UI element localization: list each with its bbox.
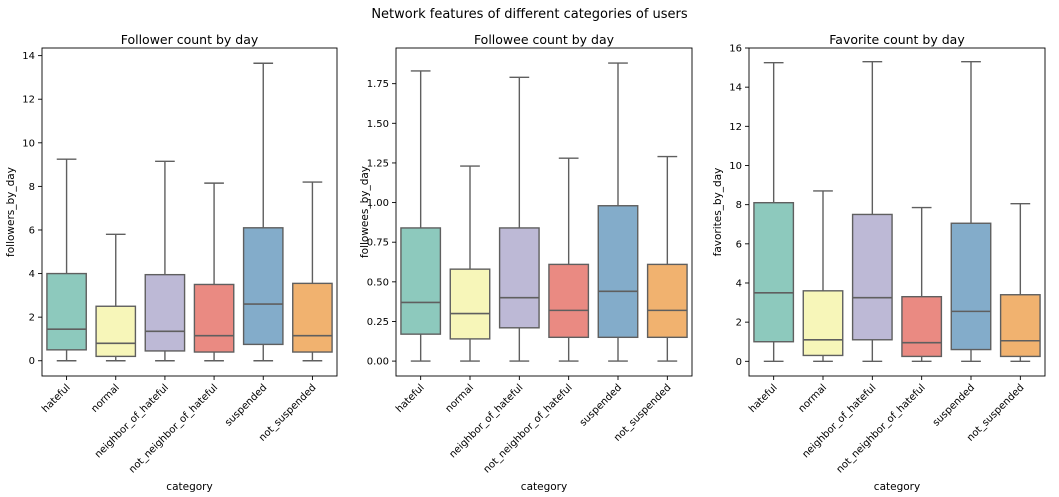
- box-iqr: [753, 201, 795, 343]
- box-iqr: [144, 273, 186, 352]
- x-axis-label: category: [166, 481, 212, 493]
- box-iqr: [802, 290, 844, 357]
- y-tick-label: 8: [29, 182, 35, 193]
- y-tick-label: 0.50: [367, 277, 389, 288]
- x-tick-label: hateful: [394, 382, 427, 415]
- axes-frame: [41, 47, 338, 377]
- box-hateful: [400, 70, 442, 362]
- y-tick-label: 4: [736, 278, 742, 289]
- x-axis-label: category: [874, 481, 920, 493]
- y-tick-label: 0.75: [367, 238, 389, 249]
- box-normal: [449, 165, 491, 362]
- box-normal: [95, 233, 137, 362]
- y-tick-label: 8: [736, 200, 742, 211]
- box-iqr: [901, 295, 943, 358]
- box-iqr: [242, 227, 284, 346]
- box-not_neighbor_of_hateful: [548, 157, 590, 362]
- box-not_suspended: [292, 181, 333, 362]
- x-tick-label: not_neighbor_of_hateful: [835, 382, 928, 475]
- subplot-3: Favorite count by day 0 2 4 6 8 10 12 14 16 hatefu…: [712, 32, 1046, 493]
- box-iqr: [498, 227, 540, 329]
- box-suspended: [950, 61, 992, 363]
- box-suspended: [597, 62, 639, 362]
- y-tick-label: 2: [29, 313, 35, 324]
- box-iqr: [646, 263, 688, 339]
- x-tick-label: suspended: [578, 382, 624, 428]
- x-tick-label: normal: [89, 382, 122, 415]
- subplot-1: Follower count by day 0 2 4 6 8 10 12 14 hateful n…: [5, 32, 338, 493]
- y-tick-label: 10: [729, 161, 742, 172]
- y-tick-label: 6: [736, 239, 742, 250]
- y-tick-label: 12: [729, 122, 742, 133]
- box-hateful: [46, 158, 87, 362]
- y-tick-label: 12: [22, 95, 35, 106]
- x-tick-label: not_neighbor_of_hateful: [127, 382, 220, 475]
- y-tick-label: 16: [729, 44, 742, 55]
- y-tick-label: 2: [736, 318, 742, 329]
- box-hateful: [753, 61, 795, 363]
- x-tick-label: normal: [797, 382, 830, 415]
- x-tick-label: suspended: [223, 382, 269, 428]
- y-tick-label: 0: [736, 357, 742, 368]
- box-iqr: [400, 227, 442, 335]
- y-axis-label: favorites_by_day: [712, 168, 724, 257]
- box-iqr: [851, 213, 893, 341]
- y-tick-label: 0.00: [367, 357, 389, 368]
- box-iqr: [46, 272, 87, 351]
- box-iqr: [999, 294, 1041, 358]
- box-not_neighbor_of_hateful: [193, 182, 235, 362]
- y-tick-label: 10: [22, 138, 35, 149]
- y-tick-label: 1.25: [367, 158, 389, 169]
- subplot-2: Followee count by day 0.00 0.25 0.50 0.75 1.0…: [359, 32, 693, 493]
- x-tick-label: not_neighbor_of_hateful: [482, 382, 575, 475]
- x-tick-label: normal: [444, 382, 477, 415]
- box-iqr: [548, 263, 590, 339]
- subplot-title: Follower count by day: [121, 32, 259, 47]
- box-not_suspended: [999, 202, 1041, 363]
- y-tick-label: 0.25: [367, 317, 389, 328]
- axes-frame: [395, 47, 693, 377]
- x-tick-label: hateful: [747, 382, 780, 415]
- box-neighbor_of_hateful: [851, 61, 893, 363]
- subplot-title: Followee count by day: [474, 32, 615, 47]
- box-iqr: [597, 205, 639, 339]
- axes-frame: [748, 47, 1046, 377]
- y-tick-label: 0: [29, 356, 35, 367]
- y-tick-label: 1.75: [367, 79, 389, 90]
- subplot-title: Favorite count by day: [829, 32, 965, 47]
- y-axis-label: followers_by_day: [5, 167, 17, 257]
- x-tick-label: hateful: [40, 382, 73, 415]
- box-neighbor_of_hateful: [498, 76, 540, 362]
- y-tick-label: 14: [729, 83, 742, 94]
- box-normal: [802, 190, 844, 363]
- box-neighbor_of_hateful: [144, 160, 186, 362]
- box-iqr: [95, 305, 137, 358]
- x-axis-label: category: [521, 481, 567, 493]
- box-iqr: [449, 268, 491, 340]
- box-not_neighbor_of_hateful: [901, 206, 943, 363]
- box-iqr: [950, 222, 992, 351]
- box-iqr: [292, 282, 333, 353]
- box-not_suspended: [646, 155, 688, 362]
- y-axis-label: followees_by_day: [359, 166, 371, 258]
- box-suspended: [242, 62, 284, 362]
- y-tick-label: 6: [29, 225, 35, 236]
- y-tick-label: 14: [22, 51, 35, 62]
- x-tick-label: suspended: [931, 382, 977, 428]
- figure-suptitle: Network features of different categories…: [371, 7, 688, 22]
- y-tick-label: 1.00: [367, 198, 389, 209]
- y-tick-label: 4: [29, 269, 35, 280]
- box-iqr: [193, 283, 235, 353]
- y-tick-label: 1.50: [367, 119, 389, 130]
